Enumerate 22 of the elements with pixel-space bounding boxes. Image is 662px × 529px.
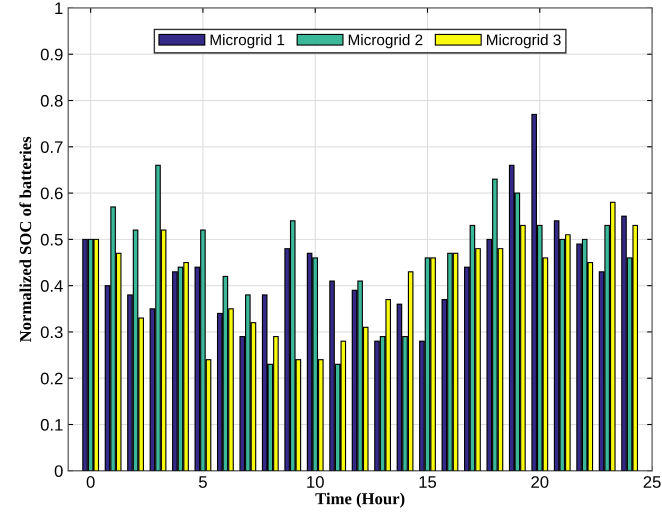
legend-label: Microgrid 3 bbox=[487, 34, 561, 48]
y-tick-label: 0 bbox=[54, 465, 63, 478]
y-tick-label: 0.1 bbox=[40, 418, 63, 431]
x-tick-label: 15 bbox=[420, 476, 436, 488]
y-tick-label: 0.7 bbox=[40, 141, 62, 153]
y-tick-label: 0.9 bbox=[40, 48, 63, 60]
y-tick-label: 1 bbox=[55, 2, 63, 14]
x-axis-title: Time (Hour) bbox=[315, 492, 404, 508]
y-tick-label: 0.8 bbox=[40, 94, 63, 107]
y-tick-label: 0.4 bbox=[40, 280, 63, 292]
y-tick-label: 0.2 bbox=[40, 372, 62, 384]
y-tick-label: 0.5 bbox=[40, 234, 63, 246]
x-tick-label: 20 bbox=[531, 476, 548, 488]
legend-label: Microgrid 2 bbox=[348, 34, 422, 48]
y-tick-label: 0.3 bbox=[40, 326, 63, 338]
x-tick-label: 0 bbox=[86, 476, 95, 488]
y-axis-title: Normalized SOC of batteries bbox=[19, 136, 32, 342]
legend-label: Microgrid 1 bbox=[210, 34, 284, 48]
x-tick-label: 25 bbox=[644, 476, 661, 488]
y-tick-label: 0.6 bbox=[40, 187, 63, 200]
x-tick-label: 5 bbox=[198, 476, 207, 488]
x-tick-label: 10 bbox=[307, 476, 324, 488]
